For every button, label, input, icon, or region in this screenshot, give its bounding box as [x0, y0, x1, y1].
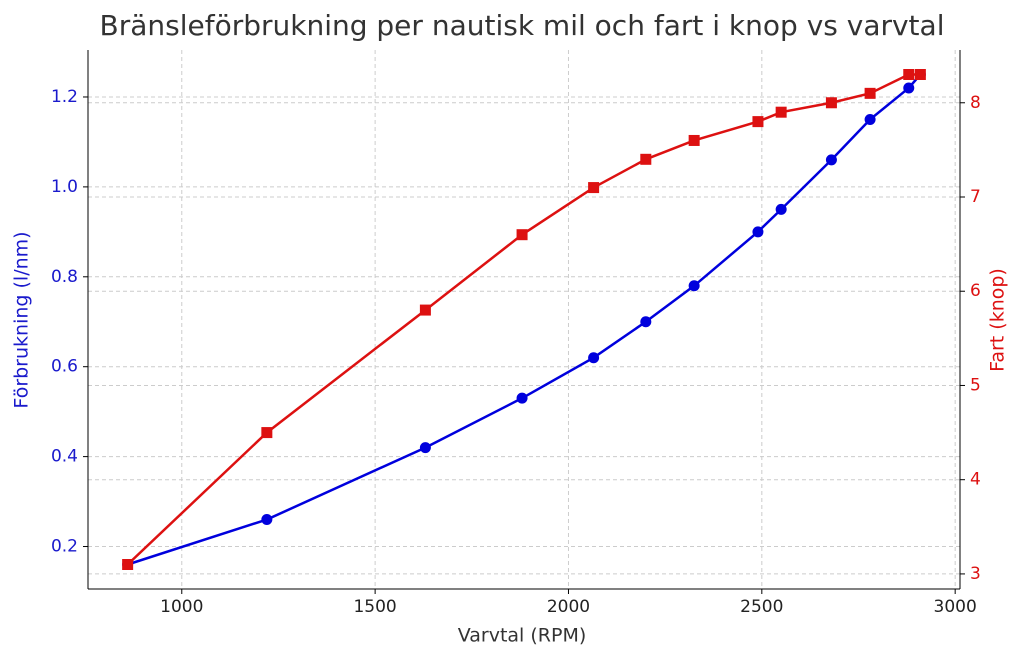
y-tick-label: 0.2	[51, 537, 78, 557]
x-tick-label: 2000	[547, 597, 590, 617]
series-line	[127, 73, 922, 566]
data-point	[640, 316, 652, 328]
data-point	[122, 559, 134, 570]
y-tick-label: 1.0	[51, 177, 78, 197]
data-point	[516, 229, 528, 241]
chart-title: Bränsleförbrukning per nautisk mil och f…	[100, 9, 945, 42]
series-line	[126, 73, 921, 566]
data-point	[516, 392, 528, 404]
data-point	[261, 514, 273, 526]
y2-tick-label: 3	[970, 564, 981, 584]
x-tick-label: 1000	[160, 597, 203, 617]
y2-tick-label: 6	[970, 281, 981, 301]
y-tick-label: 1.2	[51, 87, 78, 107]
y-axis-label: Förbrukning (l/nm)	[11, 231, 33, 408]
data-point	[419, 442, 431, 454]
data-point	[775, 106, 787, 118]
data-point	[825, 97, 837, 109]
x-axis-label: Varvtal (RPM)	[458, 625, 587, 647]
data-point	[261, 427, 273, 439]
data-point	[640, 153, 652, 165]
data-point	[914, 69, 926, 80]
data-point	[903, 69, 915, 80]
data-point	[825, 154, 837, 166]
data-point	[588, 182, 600, 194]
data-point	[419, 304, 431, 316]
y-tick-label: 0.6	[51, 357, 78, 377]
data-point	[752, 226, 764, 238]
y2-tick-label: 8	[970, 93, 981, 113]
y2-axis-label: Fart (knop)	[987, 268, 1009, 372]
y-tick-label: 0.8	[51, 267, 78, 287]
data-point	[775, 203, 787, 215]
data-point	[864, 113, 876, 125]
y2-tick-label: 5	[970, 375, 981, 395]
x-tick-label: 1500	[353, 597, 396, 617]
data-point	[588, 352, 600, 364]
data-point	[688, 134, 700, 146]
y-tick-label: 0.4	[51, 447, 78, 467]
y2-tick-label: 4	[970, 470, 981, 490]
data-point	[688, 280, 700, 292]
data-point	[864, 87, 876, 99]
x-tick-label: 3000	[934, 597, 977, 617]
x-tick-label: 2500	[740, 597, 783, 617]
data-point	[903, 82, 915, 94]
data-point	[752, 116, 764, 128]
y2-tick-label: 7	[970, 187, 981, 207]
